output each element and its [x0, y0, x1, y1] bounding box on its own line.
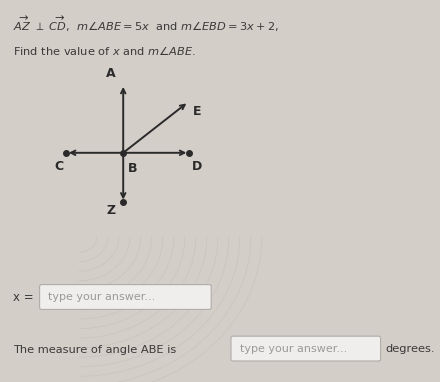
Text: D: D	[191, 160, 202, 173]
Text: The measure of angle ABE is: The measure of angle ABE is	[13, 345, 176, 354]
Text: type your answer...: type your answer...	[240, 343, 347, 354]
Text: degrees.: degrees.	[385, 343, 435, 354]
Text: C: C	[55, 160, 64, 173]
Text: E: E	[193, 105, 202, 118]
FancyBboxPatch shape	[231, 336, 381, 361]
Text: Find the value of $x$ and $m\angle ABE$.: Find the value of $x$ and $m\angle ABE$.	[13, 44, 196, 57]
Text: Z: Z	[106, 204, 115, 217]
Text: $\overrightarrow{AZ}$ $\perp$ $\overrightarrow{CD}$,  $m\angle ABE = 5x$  and $m: $\overrightarrow{AZ}$ $\perp$ $\overrigh…	[13, 15, 279, 34]
Text: x =: x =	[13, 291, 37, 304]
Text: B: B	[128, 162, 137, 175]
Text: type your answer...: type your answer...	[48, 292, 156, 302]
FancyBboxPatch shape	[40, 285, 211, 309]
Text: A: A	[106, 67, 115, 80]
